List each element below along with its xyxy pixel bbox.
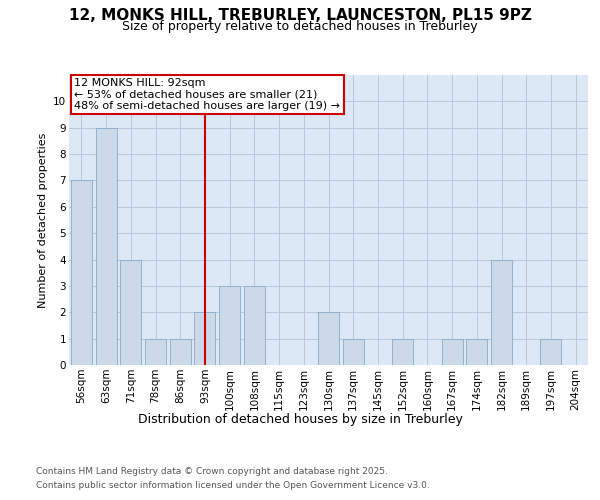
Bar xyxy=(71,180,92,365)
Bar xyxy=(491,260,512,365)
Bar xyxy=(343,338,364,365)
Text: Distribution of detached houses by size in Treburley: Distribution of detached houses by size … xyxy=(137,412,463,426)
Text: Contains public sector information licensed under the Open Government Licence v3: Contains public sector information licen… xyxy=(36,481,430,490)
Text: Size of property relative to detached houses in Treburley: Size of property relative to detached ho… xyxy=(122,20,478,33)
Bar xyxy=(318,312,339,365)
Bar xyxy=(392,338,413,365)
Bar xyxy=(95,128,116,365)
Text: 12, MONKS HILL, TREBURLEY, LAUNCESTON, PL15 9PZ: 12, MONKS HILL, TREBURLEY, LAUNCESTON, P… xyxy=(68,8,532,22)
Bar xyxy=(145,338,166,365)
Text: 12 MONKS HILL: 92sqm
← 53% of detached houses are smaller (21)
48% of semi-detac: 12 MONKS HILL: 92sqm ← 53% of detached h… xyxy=(74,78,340,111)
Bar xyxy=(466,338,487,365)
Bar xyxy=(219,286,240,365)
Y-axis label: Number of detached properties: Number of detached properties xyxy=(38,132,47,308)
Bar xyxy=(120,260,141,365)
Bar xyxy=(170,338,191,365)
Bar xyxy=(194,312,215,365)
Bar xyxy=(244,286,265,365)
Bar xyxy=(541,338,562,365)
Text: Contains HM Land Registry data © Crown copyright and database right 2025.: Contains HM Land Registry data © Crown c… xyxy=(36,467,388,476)
Bar xyxy=(442,338,463,365)
